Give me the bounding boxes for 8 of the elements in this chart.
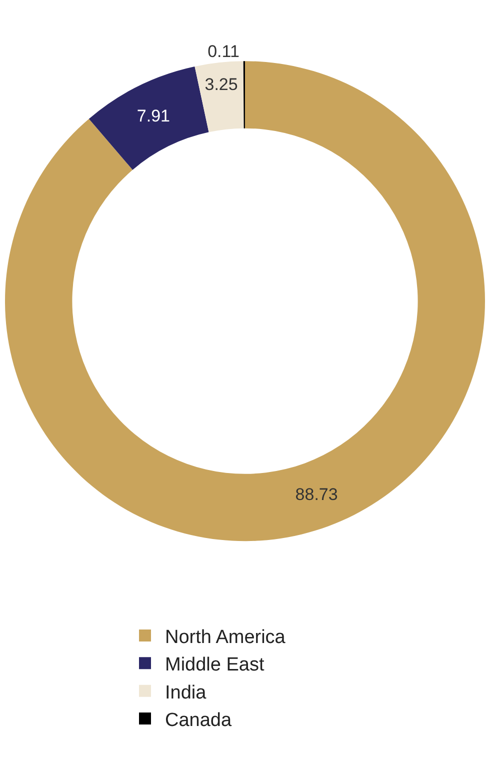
legend-label: North America	[165, 626, 286, 648]
legend-label: Canada	[165, 710, 232, 731]
data-label: 3.25	[204, 75, 238, 94]
legend-label: Middle East	[165, 654, 265, 676]
data-label: 7.91	[136, 106, 170, 126]
data-label: 88.73	[295, 485, 338, 504]
data-label: 0.11	[208, 42, 240, 62]
legend-label: India	[165, 682, 207, 704]
